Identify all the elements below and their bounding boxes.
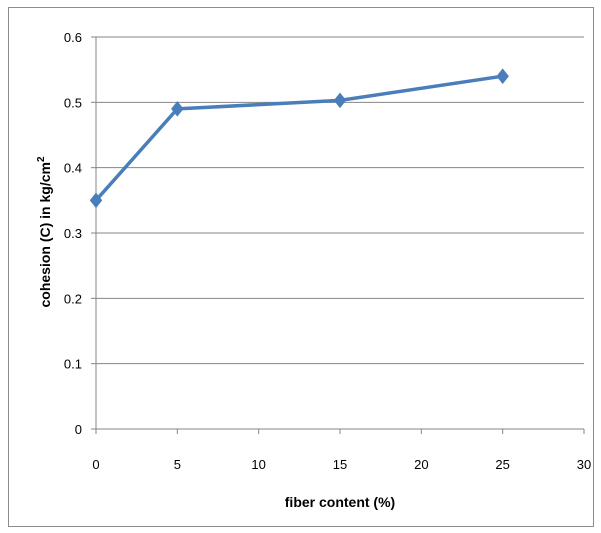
chart-frame — [8, 7, 594, 527]
series-line — [94, 74, 503, 202]
y-tick-label: 0.6 — [64, 30, 82, 45]
x-tick-label: 10 — [251, 457, 265, 472]
y-tick-label: 0.3 — [64, 226, 82, 241]
data-point-marker — [171, 101, 184, 117]
x-tick-label: 5 — [174, 457, 181, 472]
gridlines — [96, 36, 584, 365]
y-tick-label: 0.5 — [64, 95, 82, 110]
x-tick-label: 30 — [577, 457, 591, 472]
x-tick-label: 25 — [495, 457, 509, 472]
data-point-marker — [496, 68, 509, 85]
data-point-marker — [333, 92, 347, 109]
y-tick-label: 0 — [75, 422, 82, 437]
series — [89, 68, 509, 209]
y-axis-title-text: cohesion (C) in kg/cm — [37, 162, 53, 307]
y-axis-ticks: 0 0.1 0.2 0.3 0.4 0.5 0.6 — [64, 30, 96, 437]
x-tick-label: 20 — [414, 457, 428, 472]
y-tick-label: 0.2 — [64, 291, 82, 306]
y-axis-title: cohesion (C) in kg/cm2 — [36, 156, 53, 307]
x-tick-label: 0 — [92, 457, 99, 472]
data-point-marker — [89, 192, 103, 209]
y-tick-label: 0.1 — [64, 357, 82, 372]
y-tick-label: 0.4 — [64, 161, 82, 176]
y-axis-title-superscript: 2 — [36, 156, 47, 162]
x-axis-ticks: 0 5 10 15 20 25 30 — [92, 429, 591, 472]
x-tick-label: 15 — [333, 457, 347, 472]
x-axis-title: fiber content (%) — [285, 494, 395, 510]
